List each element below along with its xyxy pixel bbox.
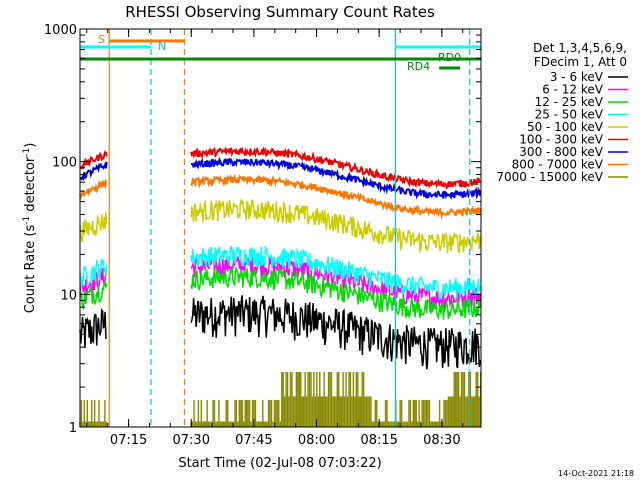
x-tick-label-3: 08:00 xyxy=(298,433,335,448)
series-trace-7-0 xyxy=(79,179,108,200)
legend-label-1: 6 - 12 keV xyxy=(542,83,604,97)
x-axis-label: Start Time (02-Jul-08 07:03:22) xyxy=(178,456,381,471)
x-tick-label-4: 08:15 xyxy=(360,433,397,448)
x-tick-label-2: 07:45 xyxy=(235,433,272,448)
flag-label-s: S xyxy=(98,33,105,46)
legend-label-4: 50 - 100 keV xyxy=(527,120,604,134)
y-axis: 1 10 100 1000 xyxy=(44,23,481,436)
series-trace-3-1 xyxy=(190,244,481,301)
legend-label-8: 7000 - 15000 keV xyxy=(496,170,603,184)
x-tick-label-5: 08:30 xyxy=(423,433,460,448)
series-traces xyxy=(79,145,482,427)
series-trace-5-1 xyxy=(190,145,481,191)
y-tick-label-2: 100 xyxy=(52,156,77,171)
series-trace-3-0 xyxy=(79,258,108,288)
legend-label-2: 12 - 25 keV xyxy=(535,95,604,109)
legend-label-5: 100 - 300 keV xyxy=(519,133,603,147)
chart-title: RHESSI Observing Summary Count Rates xyxy=(125,3,435,21)
legend-label-7: 800 - 7000 keV xyxy=(512,158,604,172)
series-trace-2-0 xyxy=(79,280,108,311)
series-trace-0-0 xyxy=(79,307,108,348)
flag-label-rd4: RD4 xyxy=(407,60,430,73)
legend-label-3: 25 - 50 keV xyxy=(535,108,604,122)
series-trace-4-0 xyxy=(79,212,108,243)
series-trace-6-0 xyxy=(79,161,108,182)
legend-header-line-2: FDecim 1, Att 0 xyxy=(534,55,627,69)
x-tick-label-1: 07:30 xyxy=(173,433,210,448)
annotation-markers: S N RD0 RD4 xyxy=(80,29,481,427)
y-tick-label-3: 1000 xyxy=(44,23,77,38)
generated-timestamp: 14-Oct-2021 21:18 xyxy=(558,469,634,478)
series-trace-0-1 xyxy=(190,295,481,370)
legend-header-line-1: Det 1,3,4,5,6,9, xyxy=(533,41,627,55)
flag-label-rd0: RD0 xyxy=(438,51,461,64)
y-axis-label: Count Rate (s-1 detector-1) xyxy=(22,143,38,314)
x-tick-label-0: 07:15 xyxy=(110,433,147,448)
legend-label-0: 3 - 6 keV xyxy=(550,70,604,84)
series-trace-2-1 xyxy=(190,265,481,321)
y-tick-label-0: 1 xyxy=(69,421,77,436)
flag-label-n: N xyxy=(158,40,166,53)
legend-label-6: 300 - 800 keV xyxy=(519,145,603,159)
plot-frame xyxy=(79,28,482,428)
y-tick-label-1: 10 xyxy=(60,288,77,303)
series-trace-7-1 xyxy=(190,173,482,220)
series-trace-6-1 xyxy=(190,156,482,201)
x-axis: 07:15 07:30 07:45 08:00 08:15 08:30 xyxy=(86,29,464,448)
legend: Det 1,3,4,5,6,9, FDecim 1, Att 0 3 - 6 k… xyxy=(496,41,628,184)
series-trace-4-1 xyxy=(190,197,481,254)
